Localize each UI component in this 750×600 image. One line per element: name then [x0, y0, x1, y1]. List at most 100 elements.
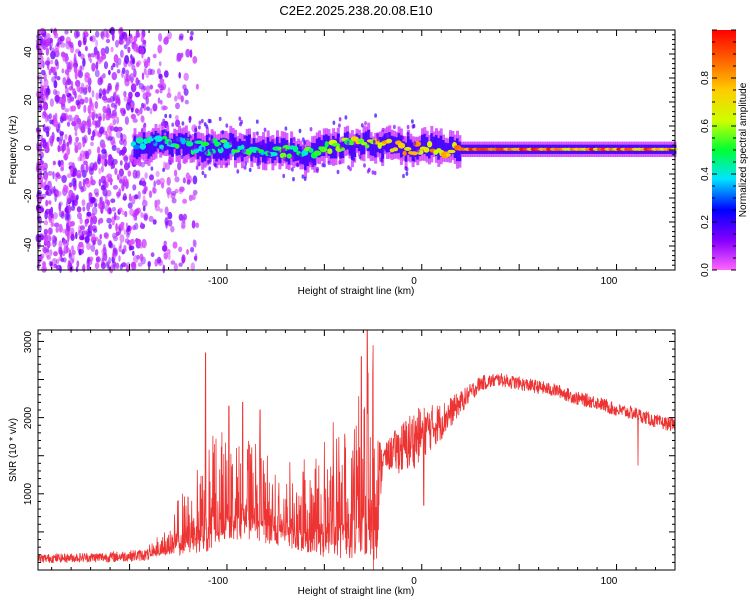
- ridge-scatter: [349, 166, 352, 172]
- noise-cell: [92, 228, 98, 233]
- noise-cell: [115, 84, 120, 91]
- noise-cell: [125, 265, 130, 273]
- ridge-scatter: [409, 141, 413, 146]
- noise-cell: [111, 109, 117, 117]
- noise-cell: [107, 177, 113, 183]
- noise-cell: [90, 35, 96, 43]
- noise-cell: [57, 144, 61, 153]
- noise-cell: [167, 87, 171, 95]
- ridge-scatter: [386, 133, 389, 138]
- noise-cell: [174, 169, 178, 177]
- noise-cell: [146, 92, 152, 97]
- noise-cell: [53, 89, 58, 96]
- noise-cell: [80, 150, 85, 157]
- noise-cell: [108, 240, 113, 248]
- noise-cell: [152, 219, 157, 225]
- ridge-band: [374, 139, 378, 158]
- noise-cell: [91, 62, 96, 72]
- noise-cell: [146, 106, 150, 111]
- ridge-scatter: [292, 177, 295, 182]
- ridge-band: [446, 143, 450, 158]
- noise-cell: [80, 53, 85, 60]
- ridge-band: [248, 134, 251, 153]
- noise-cell: [192, 56, 198, 64]
- noise-cell: [105, 112, 111, 121]
- noise-cell: [74, 114, 80, 123]
- noise-cell: [147, 68, 153, 76]
- spectrogram-xtick-label-2: 100: [601, 276, 618, 287]
- noise-cell: [139, 47, 145, 55]
- noise-cell: [87, 115, 91, 125]
- noise-cell: [178, 262, 183, 267]
- noise-cell: [71, 199, 75, 207]
- noise-cell: [95, 30, 100, 38]
- noise-cell: [99, 126, 104, 135]
- noise-cell: [70, 80, 74, 90]
- noise-cell: [172, 241, 178, 249]
- noise-cell: [103, 61, 109, 70]
- noise-cell: [60, 162, 64, 170]
- noise-cell: [159, 88, 163, 94]
- ridge-band: [444, 142, 448, 158]
- noise-cell: [182, 198, 188, 204]
- noise-cell: [70, 233, 75, 241]
- noise-cell: [69, 96, 75, 102]
- ridge-band: [381, 137, 385, 159]
- noise-cell: [82, 57, 86, 67]
- noise-cell: [44, 210, 48, 220]
- noise-cell: [101, 95, 108, 101]
- noise-cell: [67, 114, 73, 122]
- noise-cell: [49, 261, 53, 267]
- noise-cell: [194, 253, 198, 262]
- noise-cell: [75, 68, 81, 77]
- ridge-scatter: [299, 160, 302, 165]
- noise-cell: [130, 83, 137, 93]
- ridge-scatter: [207, 159, 210, 164]
- noise-cell: [97, 239, 102, 246]
- ridge-band: [390, 135, 394, 154]
- noise-cell: [113, 126, 119, 132]
- ridge-scatter: [295, 162, 299, 167]
- snr-ticks: [38, 330, 676, 571]
- noise-cell: [90, 52, 96, 58]
- ridge-cell: [423, 147, 430, 153]
- noise-cell: [87, 148, 92, 156]
- noise-cell: [38, 55, 44, 64]
- noise-cell: [68, 182, 73, 188]
- noise-cell: [42, 38, 47, 46]
- noise-cell: [45, 47, 50, 56]
- ridge-scatter: [281, 148, 285, 153]
- ridge-scatter: [380, 158, 384, 163]
- noise-cell: [122, 139, 127, 147]
- noise-cell: [132, 118, 138, 123]
- ridge-band: [149, 138, 153, 157]
- noise-cell: [64, 212, 68, 221]
- noise-cell: [144, 159, 149, 165]
- noise-cell: [70, 206, 76, 211]
- noise-cell: [58, 201, 63, 207]
- noise-cell: [94, 202, 98, 208]
- noise-cell: [152, 187, 157, 194]
- noise-cell: [94, 50, 100, 60]
- noise-cell: [79, 225, 85, 231]
- noise-cell: [55, 227, 59, 233]
- noise-cell: [115, 39, 119, 48]
- ridge-scatter: [256, 131, 259, 136]
- ridge-scatter: [311, 162, 315, 168]
- ridge-band: [227, 139, 230, 159]
- noise-cell: [90, 216, 94, 226]
- noise-cell: [51, 131, 55, 141]
- ridge-scatter: [268, 152, 272, 158]
- ridge-cell: [440, 151, 450, 159]
- noise-cell: [49, 119, 54, 125]
- ridge-band: [350, 137, 354, 160]
- noise-cell: [126, 227, 130, 233]
- ridge-cell: [402, 150, 407, 156]
- noise-cell: [143, 214, 148, 221]
- noise-cell: [189, 49, 193, 58]
- noise-cell: [118, 207, 123, 213]
- spectrogram-ytick-label-3: 20: [23, 94, 34, 106]
- noise-cell: [61, 144, 65, 154]
- noise-cell: [82, 206, 86, 212]
- noise-cell: [122, 195, 127, 201]
